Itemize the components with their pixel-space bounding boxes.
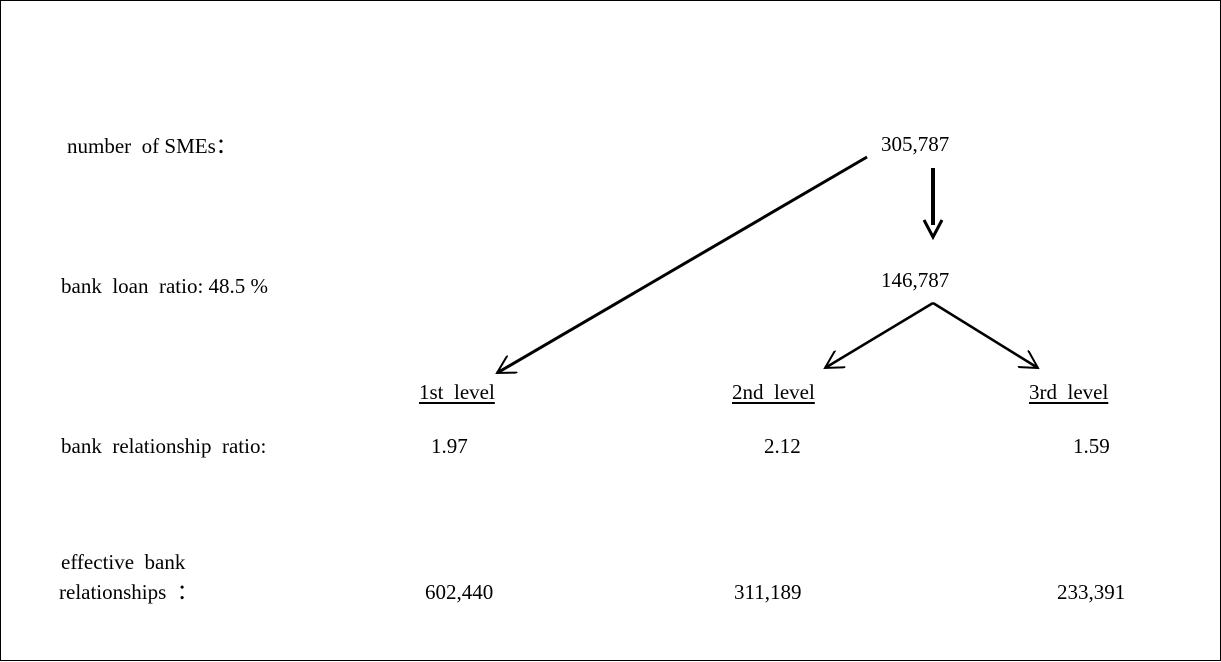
level-1-ratio: 1.97 bbox=[431, 434, 468, 458]
level-2-ratio: 2.12 bbox=[764, 434, 801, 458]
label-bank-loan-ratio: bank loan ratio: 48.5 % bbox=[61, 274, 269, 298]
label-effective-bank-line2: relationships ： bbox=[59, 580, 198, 604]
level-2-header: 2nd level bbox=[732, 380, 815, 404]
level-3-ratio: 1.59 bbox=[1073, 434, 1110, 458]
level-1-header: 1st level bbox=[419, 380, 495, 404]
label-effective-bank-line1: effective bank bbox=[61, 550, 186, 574]
level-3-header: 3rd level bbox=[1029, 380, 1109, 404]
arrow-to-level-1 bbox=[497, 155, 868, 375]
label-number-of-smes: number of SMEs： bbox=[67, 134, 237, 158]
arrow-to-level-3 bbox=[932, 301, 1038, 368]
arrow-to-level-2 bbox=[825, 301, 934, 370]
node-bank-loan-smes: 146,787 bbox=[881, 268, 950, 292]
arrow-down-head bbox=[922, 219, 944, 241]
node-total-smes: 305,787 bbox=[881, 132, 950, 156]
level-2-relationships: 311,189 bbox=[734, 580, 802, 604]
level-3-relationships: 233,391 bbox=[1057, 580, 1126, 604]
level-1-relationships: 602,440 bbox=[425, 580, 494, 604]
label-bank-relationship-ratio: bank relationship ratio: bbox=[61, 434, 267, 458]
